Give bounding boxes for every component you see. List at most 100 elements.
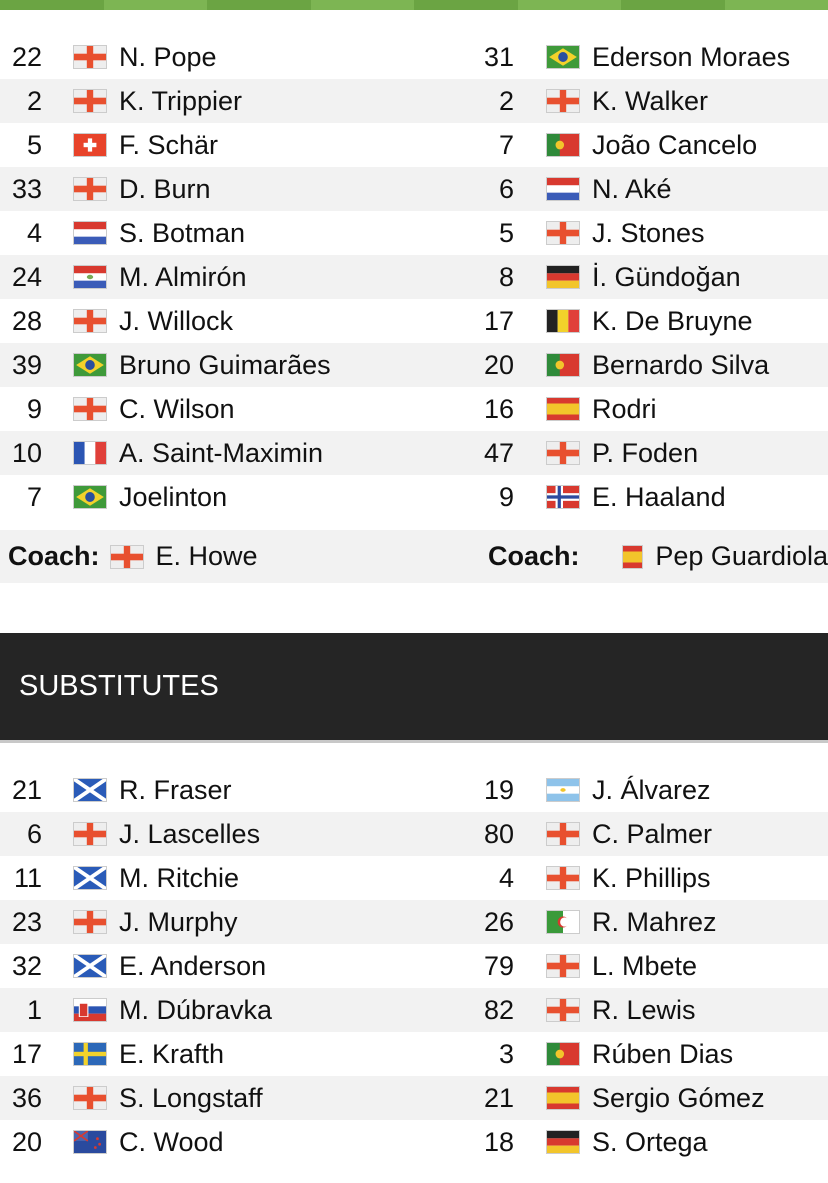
substitutes-header: SUBSTITUTES bbox=[0, 633, 828, 743]
flag-icon bbox=[546, 353, 580, 377]
player-name[interactable]: E. Krafth bbox=[119, 1038, 225, 1069]
player-name[interactable]: R. Lewis bbox=[592, 994, 696, 1025]
flag-icon bbox=[73, 89, 107, 113]
shirt-number: 10 bbox=[11, 437, 42, 468]
flag-icon bbox=[73, 397, 107, 421]
player-name[interactable]: J. Stones bbox=[592, 217, 705, 248]
coach-row: Coach: E. Howe Coach: Pep Guardiola bbox=[0, 530, 828, 583]
player-name[interactable]: Sergio Gómez bbox=[592, 1082, 765, 1113]
table-row: 2 K. Trippier 2 K. Walker bbox=[0, 79, 828, 123]
player-name[interactable]: R. Fraser bbox=[119, 774, 232, 805]
shirt-number: 4 bbox=[26, 217, 42, 248]
home-player: 28 J. Willock bbox=[0, 299, 414, 343]
away-player: 17 K. De Bruyne bbox=[414, 299, 828, 343]
table-row: 28 J. Willock 17 K. De Bruyne bbox=[0, 299, 828, 343]
shirt-number: 11 bbox=[13, 862, 42, 893]
player-name[interactable]: Joelinton bbox=[119, 481, 228, 512]
shirt-number: 47 bbox=[483, 437, 514, 468]
table-row: 24 M. Almirón 8 İ. Gündoğan bbox=[0, 255, 828, 299]
flag-icon bbox=[73, 866, 107, 890]
shirt-number: 7 bbox=[498, 129, 514, 160]
shirt-number: 9 bbox=[26, 393, 42, 424]
player-name[interactable]: K. Walker bbox=[592, 85, 709, 116]
player-name[interactable]: İ. Gündoğan bbox=[592, 261, 741, 292]
away-player: 2 K. Walker bbox=[414, 79, 828, 123]
player-name[interactable]: L. Mbete bbox=[592, 950, 698, 981]
shirt-number: 21 bbox=[11, 774, 42, 805]
player-name[interactable]: C. Palmer bbox=[592, 818, 713, 849]
player-name[interactable]: C. Wood bbox=[119, 1126, 224, 1157]
player-name[interactable]: K. Trippier bbox=[119, 85, 243, 116]
player-name[interactable]: D. Burn bbox=[119, 173, 211, 204]
table-row: 36 S. Longstaff 21 Sergio Gómez bbox=[0, 1076, 828, 1120]
flag-icon bbox=[73, 910, 107, 934]
player-name[interactable]: S. Longstaff bbox=[119, 1082, 263, 1113]
player-name[interactable]: M. Ritchie bbox=[119, 862, 240, 893]
player-name[interactable]: A. Saint-Maximin bbox=[119, 437, 324, 468]
flag-icon bbox=[546, 441, 580, 465]
home-player: 9 C. Wilson bbox=[0, 387, 414, 431]
lineups-table: 22 N. Pope 31 Ederson Moraes 2 K. Trippier 2 K.… bbox=[0, 35, 828, 519]
shirt-number: 8 bbox=[498, 261, 514, 292]
player-name[interactable]: K. De Bruyne bbox=[592, 305, 753, 336]
player-name[interactable]: Ederson Moraes bbox=[592, 41, 791, 72]
flag-icon bbox=[546, 778, 580, 802]
player-name[interactable]: E. Anderson bbox=[119, 950, 267, 981]
flag-icon bbox=[546, 265, 580, 289]
player-name[interactable]: J. Willock bbox=[119, 305, 233, 336]
shirt-number: 32 bbox=[11, 950, 42, 981]
player-name[interactable]: R. Mahrez bbox=[592, 906, 717, 937]
shirt-number: 33 bbox=[11, 173, 42, 204]
player-name[interactable]: Bernardo Silva bbox=[592, 349, 770, 380]
shirt-number: 22 bbox=[11, 41, 42, 72]
player-name[interactable]: M. Dúbravka bbox=[119, 994, 273, 1025]
top-stripe bbox=[0, 0, 828, 10]
away-player: 21 Sergio Gómez bbox=[414, 1076, 828, 1120]
shirt-number: 16 bbox=[483, 393, 514, 424]
flag-icon bbox=[73, 353, 107, 377]
shirt-number: 20 bbox=[11, 1126, 42, 1157]
flag-icon bbox=[546, 89, 580, 113]
table-row: 32 E. Anderson 79 L. Mbete bbox=[0, 944, 828, 988]
flag-icon bbox=[73, 778, 107, 802]
player-name[interactable]: João Cancelo bbox=[592, 129, 758, 160]
player-name[interactable]: C. Wilson bbox=[119, 393, 235, 424]
player-name[interactable]: J. Murphy bbox=[119, 906, 238, 937]
player-name[interactable]: S. Botman bbox=[119, 217, 246, 248]
player-name[interactable]: Bruno Guimarães bbox=[119, 349, 331, 380]
player-name[interactable]: E. Haaland bbox=[592, 481, 726, 512]
flag-icon bbox=[546, 309, 580, 333]
player-name[interactable]: M. Almirón bbox=[119, 261, 247, 292]
away-player: 31 Ederson Moraes bbox=[414, 35, 828, 79]
player-name[interactable]: J. Lascelles bbox=[119, 818, 261, 849]
flag-icon bbox=[73, 221, 107, 245]
player-name[interactable]: S. Ortega bbox=[592, 1126, 708, 1157]
home-player: 1 M. Dúbravka bbox=[0, 988, 414, 1032]
flag-icon bbox=[73, 133, 107, 157]
player-name[interactable]: N. Pope bbox=[119, 41, 217, 72]
home-player: 17 E. Krafth bbox=[0, 1032, 414, 1076]
shirt-number: 1 bbox=[26, 994, 42, 1025]
coach-name[interactable]: E. Howe bbox=[155, 541, 258, 571]
coach-name[interactable]: Pep Guardiola bbox=[655, 541, 828, 571]
flag-icon bbox=[73, 309, 107, 333]
away-player: 47 P. Foden bbox=[414, 431, 828, 475]
flag-icon bbox=[73, 1086, 107, 1110]
table-row: 7 Joelinton 9 E. Haaland bbox=[0, 475, 828, 519]
player-name[interactable]: Rodri bbox=[592, 393, 657, 424]
home-player: 2 K. Trippier bbox=[0, 79, 414, 123]
player-name[interactable]: Rúben Dias bbox=[592, 1038, 734, 1069]
home-player: 32 E. Anderson bbox=[0, 944, 414, 988]
player-name[interactable]: J. Álvarez bbox=[592, 774, 711, 805]
player-name[interactable]: F. Schär bbox=[119, 129, 219, 160]
shirt-number: 19 bbox=[483, 774, 514, 805]
coach-label: Coach: bbox=[488, 541, 580, 571]
player-name[interactable]: K. Phillips bbox=[592, 862, 711, 893]
home-player: 39 Bruno Guimarães bbox=[0, 343, 414, 387]
player-name[interactable]: P. Foden bbox=[592, 437, 699, 468]
table-row: 22 N. Pope 31 Ederson Moraes bbox=[0, 35, 828, 79]
flag-icon bbox=[73, 954, 107, 978]
flag-icon bbox=[546, 954, 580, 978]
player-name[interactable]: N. Aké bbox=[592, 173, 672, 204]
shirt-number: 17 bbox=[483, 305, 514, 336]
